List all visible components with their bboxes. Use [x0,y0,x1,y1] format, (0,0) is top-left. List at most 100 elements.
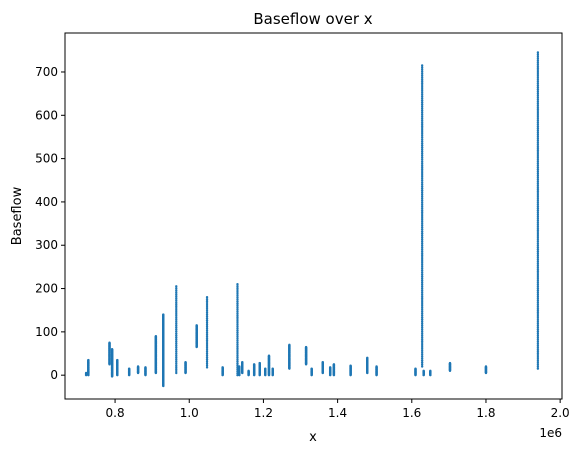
data-point [420,259,424,263]
data-point [264,367,267,370]
data-point [175,318,178,322]
data-point [420,355,424,358]
data-point [420,365,424,368]
data-point [536,121,540,124]
data-point [175,312,178,316]
data-point [236,331,239,334]
data-point [205,317,209,320]
data-point [536,295,540,298]
data-point [420,128,424,132]
data-point [536,223,540,226]
data-point [420,238,424,241]
data-point [420,273,424,276]
data-point [536,275,540,279]
data-point [536,305,540,308]
data-point [420,308,424,312]
data-point [420,146,424,149]
data-point [236,313,239,317]
data-point [536,98,540,101]
data-point [536,349,540,353]
data-point [536,340,540,343]
data-point [236,284,239,288]
data-point [536,359,540,363]
data-point [175,342,178,345]
data-point [205,350,209,353]
data-point [536,334,540,337]
data-point [536,150,540,154]
data-point [536,271,540,275]
data-point [420,171,424,175]
data-point [536,328,540,331]
data-point [420,230,424,233]
data-point [536,324,540,327]
data-point [536,82,540,85]
data-point [175,348,178,351]
data-point [420,113,424,116]
data-point [420,292,424,296]
data-point [420,287,424,290]
data-point [536,148,540,152]
data-point [536,312,540,316]
data-point [195,324,198,327]
data-point [536,170,540,173]
data-point [420,103,424,106]
data-point [420,66,424,69]
data-point [420,314,424,317]
data-point [420,281,424,284]
data-point [205,323,209,326]
data-point [536,68,540,72]
y-tick-label: 700 [35,65,58,79]
data-point [536,127,540,130]
data-point [536,207,540,210]
data-point [536,111,540,115]
data-point [420,294,424,298]
x-tick-label: 1.4 [328,406,347,420]
data-point [205,346,209,350]
data-point [536,119,540,123]
data-point [420,332,424,335]
data-point [420,179,424,183]
data-point [420,240,424,243]
data-point [252,363,256,366]
data-point [205,325,209,328]
data-point [205,335,209,338]
data-point [241,360,244,364]
data-point [154,335,158,338]
data-point [420,109,424,112]
data-point [236,368,239,371]
data-point [205,358,209,361]
data-point [536,80,540,83]
data-point [420,218,424,222]
data-point [420,335,424,339]
data-point [420,183,424,186]
data-point [536,184,540,187]
data-point [236,300,239,303]
data-point [288,343,291,347]
data-point [136,365,140,368]
data-point [205,333,209,336]
data-point [536,361,540,365]
data-point [420,212,424,216]
data-point [536,254,540,257]
data-point [116,358,119,362]
data-point [236,339,239,342]
y-tick-label: 600 [35,108,58,122]
data-point [536,166,540,169]
data-point [205,299,209,303]
data-point [536,336,540,339]
data-point [420,107,424,110]
data-point [536,289,540,292]
data-point [420,296,424,300]
data-point [420,249,424,253]
data-point [448,361,452,365]
data-point [420,242,424,245]
data-point [536,344,540,347]
data-point [536,238,540,242]
data-point [536,72,540,76]
data-point [536,96,540,99]
data-point [536,209,540,212]
data-point [536,330,540,333]
data-point [420,300,424,304]
data-point [420,85,424,89]
data-point [420,132,424,136]
